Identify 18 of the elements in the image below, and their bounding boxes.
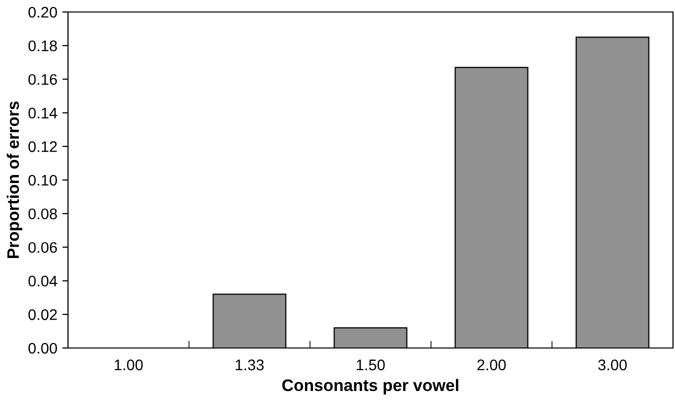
y-tick-label: 0.20 (28, 6, 57, 18)
y-tick-label: 0.10 (28, 174, 57, 186)
x-tick-label: 3.00 (598, 360, 627, 370)
x-tick-label: 1.33 (236, 360, 264, 370)
y-tick-label: 0.14 (28, 108, 58, 118)
x-tick-label: 2.00 (477, 360, 506, 370)
y-tick-label: 0.12 (28, 141, 57, 152)
x-tick-label: 1.00 (114, 360, 143, 370)
y-axis-title: Proportion of errors (6, 102, 22, 258)
y-tick-label: 0.08 (28, 208, 57, 220)
y-tick-label: 0.04 (28, 276, 58, 286)
y-tick-label: 0.02 (28, 309, 57, 320)
y-tick-label: 0.06 (28, 242, 57, 253)
y-tick-label: 0.00 (28, 342, 57, 354)
y-tick-label: 0.18 (28, 40, 57, 52)
y-tick-label: 0.16 (28, 74, 57, 85)
x-tick-label: 1.50 (356, 360, 385, 370)
x-axis-title: Consonants per vowel (282, 378, 458, 394)
